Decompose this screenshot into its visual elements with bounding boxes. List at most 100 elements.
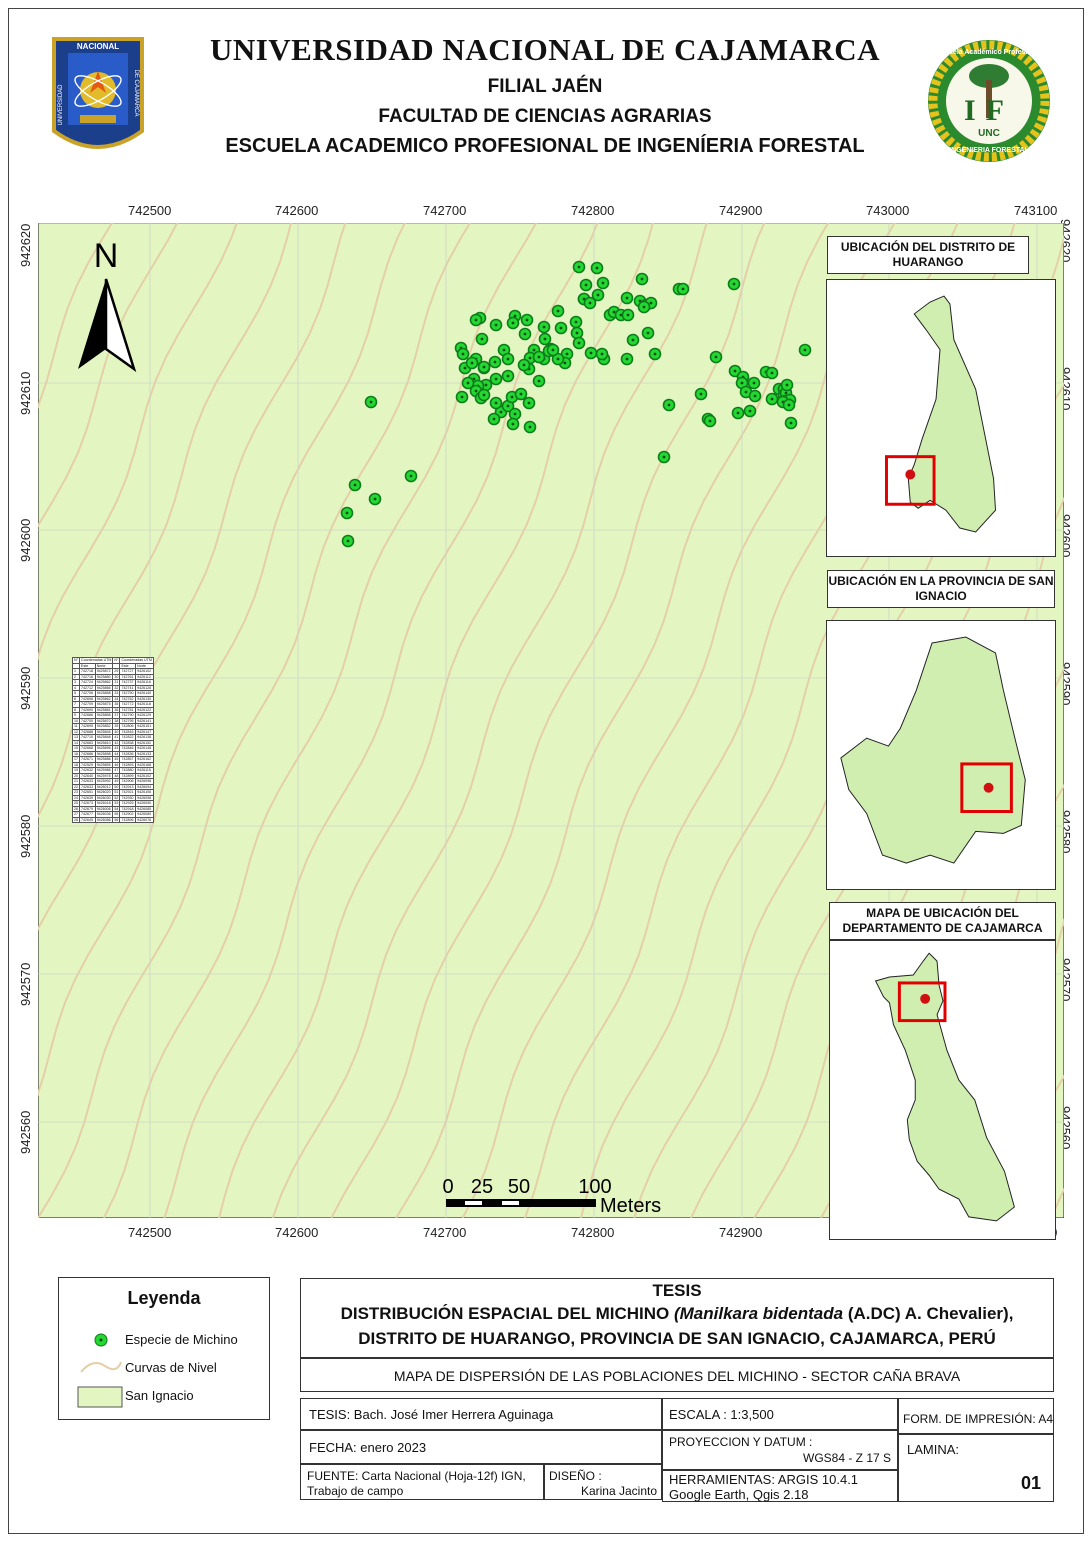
forestry-school-seal-icon: IF UNC INGENIERIA FORESTAL Escuela Acadé… (928, 40, 1050, 162)
michino-point-center (733, 369, 737, 373)
inset-title-province: UBICACIÓN EN LA PROVINCIA DE SAN IGNACIO (827, 570, 1055, 608)
x-tick-label: 742500 (128, 203, 172, 218)
table-cell: 742727 (119, 668, 137, 675)
table-row: 11 742695 9425852 39 742806 9426151 (71, 723, 154, 730)
y-tick-label: 942590 (18, 666, 33, 710)
michino-point-center (653, 352, 657, 356)
michino-point-center (732, 282, 736, 286)
inset-map-province[interactable] (826, 620, 1056, 890)
table-cell: 742651 (79, 789, 96, 796)
table-cell: 9425872 (94, 668, 114, 675)
michino-point-center (736, 411, 740, 415)
michino-point-center (574, 320, 578, 324)
inset-map-district[interactable] (826, 279, 1056, 557)
michino-point-center (625, 357, 629, 361)
district-shape (907, 295, 997, 533)
michino-point-center (744, 390, 748, 394)
y-tick-label: 942580 (18, 814, 33, 858)
michino-point-center (785, 383, 789, 387)
table-cell: 9425845 (94, 728, 114, 735)
table-cell: 9425896 (94, 745, 114, 752)
sheet-number: 01 (1020, 1473, 1041, 1493)
table-cell: 9426118 (135, 701, 154, 708)
title-block-header: TESIS DISTRIBUCIÓN ESPACIAL DEL MICHINO … (300, 1278, 1054, 1358)
contour-line (38, 223, 347, 931)
x-tick-label: 742800 (571, 1225, 615, 1240)
michino-point-center (556, 357, 560, 361)
michino-point-center (803, 348, 807, 352)
species-name: (Manilkara bidentada (673, 1304, 844, 1323)
district-location-box (884, 455, 936, 506)
contour-line (218, 223, 654, 1218)
michino-point-center (753, 394, 757, 398)
table-cell: 9426148 (135, 745, 154, 752)
scale-text: ESCALA : 1:3,500 (669, 1407, 774, 1422)
table-cell: 742899 (119, 772, 137, 779)
svg-text:Escuela Académico Profesional: Escuela Académico Profesional (936, 49, 1042, 56)
michino-point-center (522, 363, 526, 367)
scale-bar: 0 25 50 100 Meters (442, 1176, 661, 1217)
svg-text:25: 25 (471, 1176, 493, 1198)
table-cell: 742880 (119, 767, 137, 774)
sheet-label: LAMINA: (907, 1442, 960, 1457)
table-cell: 742930 (119, 794, 137, 801)
michino-point-center (474, 318, 478, 322)
svg-text:NACIONAL: NACIONAL (77, 42, 119, 51)
table-cell: 9426094 (135, 783, 154, 790)
michino-point-center (506, 374, 510, 378)
michino-point-center (577, 265, 581, 269)
table-cell: 9425875 (94, 701, 114, 708)
table-cell: 742698 (79, 695, 96, 702)
table-cell: 742762 (119, 695, 137, 702)
cell-lamina: LAMINA: 01 (898, 1434, 1054, 1502)
table-cell: 9425858 (94, 690, 114, 697)
faculty-title: FACULTAD DE CIENCIAS AGRARIAS (378, 106, 712, 127)
michino-point-center (506, 357, 510, 361)
map-subtitle: MAPA DE DISPERSIÓN DE LAS POBLACIONES DE… (393, 1368, 961, 1384)
table-cell: 9426086 (94, 816, 114, 823)
table-cell: 9426122 (135, 706, 154, 713)
michino-point-center (740, 381, 744, 385)
table-cell: 742925 (119, 800, 137, 807)
table-cell: 742706 (79, 690, 96, 697)
table-cell: 9425810 (94, 739, 114, 746)
university-title: UNIVERSIDAD NACIONAL DE CAJAMARCA (209, 32, 881, 67)
table-cell: 742632 (79, 767, 96, 774)
y-tick-label: 942570 (18, 962, 33, 1006)
thesis-heading: TESIS (652, 1281, 702, 1300)
table-cell: 742896 (119, 816, 137, 823)
michino-point-center (752, 381, 756, 385)
inset-title-district: UBICACIÓN DEL DISTRITO DE HUARANGO (827, 236, 1029, 274)
table-cell: 742716 (79, 673, 96, 680)
table-cell: 9426152 (135, 739, 154, 746)
x-tick-label: 742600 (275, 203, 319, 218)
contour-line (330, 223, 766, 1218)
table-header-group: Coordenadas UTM (119, 657, 154, 664)
table-header-group: Coordenadas UTM (79, 657, 114, 664)
table-cell: 9425886 (94, 756, 114, 763)
legend: Leyenda Especie de Michino Curvas de Niv… (58, 1277, 270, 1420)
michino-point-center (499, 410, 503, 414)
table-row: 28 742645 9426086 56 742896 9426076 (71, 816, 154, 823)
table-cell: 742741 (119, 684, 137, 691)
contour-line (38, 223, 472, 1218)
michino-point-center (748, 409, 752, 413)
michino-point-center (513, 314, 517, 318)
table-cell: 742902 (119, 811, 137, 818)
thesis-title-part: (A.DC) A. Chevalier), (843, 1304, 1014, 1323)
michino-point-center (474, 389, 478, 393)
contour-line (38, 223, 238, 661)
source-text: FUENTE: Carta Nacional (Hoja-12f) IGN, (307, 1469, 526, 1483)
x-tick-label: 742700 (423, 203, 467, 218)
table-cell: 742633 (79, 778, 96, 785)
author-text: TESIS: Bach. José Imer Herrera Aguinaga (309, 1407, 554, 1422)
thesis-title-part: DISTRIBUCIÓN ESPACIAL DEL MICHINO (340, 1304, 674, 1323)
michino-point-center (528, 425, 532, 429)
inset-map-department[interactable] (829, 940, 1056, 1240)
svg-text:INGENIERIA FORESTAL: INGENIERIA FORESTAL (949, 147, 1029, 154)
legend-item-land: San Ignacio (125, 1388, 194, 1403)
table-cell: 9426080 (135, 811, 154, 818)
table-cell: 9426036 (94, 811, 114, 818)
table-cell: 9425978 (94, 772, 114, 779)
michino-point-center (460, 395, 464, 399)
